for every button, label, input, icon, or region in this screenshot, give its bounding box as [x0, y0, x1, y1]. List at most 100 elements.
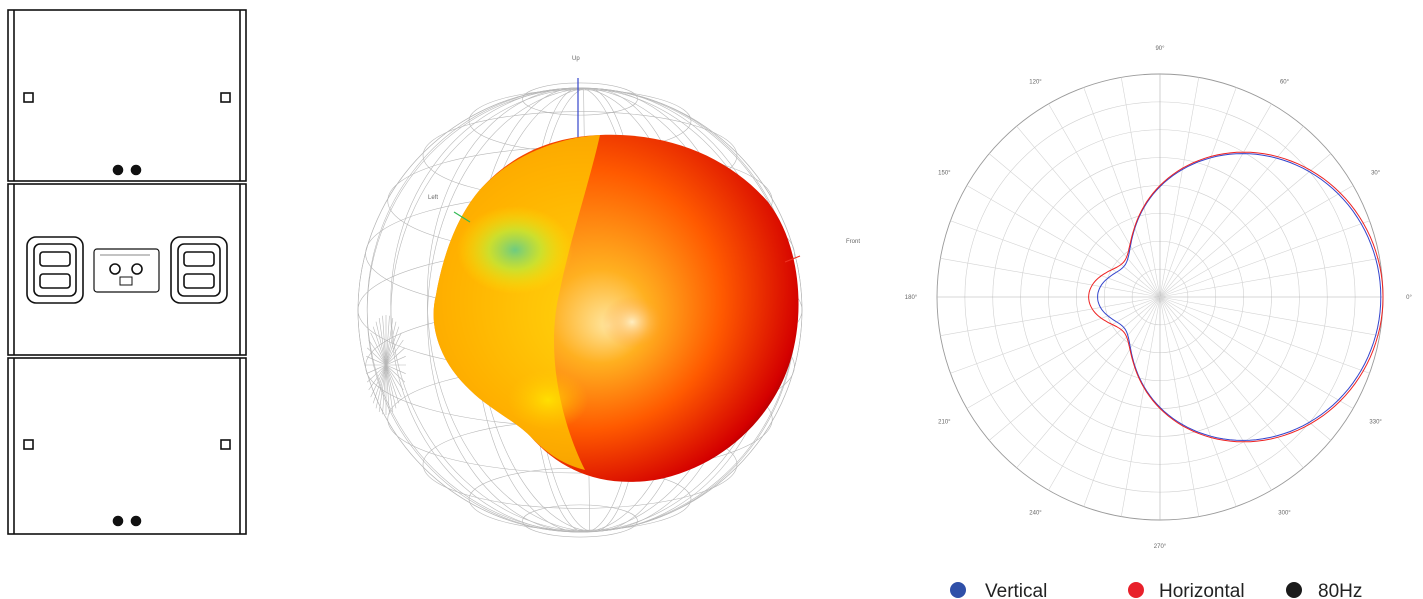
- sphere-pole-line: [367, 347, 387, 366]
- sphere-pole-line: [385, 364, 400, 404]
- polar-angle-label: 150°: [938, 171, 951, 177]
- legend-label-frequency: 80Hz: [1318, 581, 1362, 599]
- sphere-pole-line: [368, 339, 387, 366]
- polar-grid-spoke: [1159, 125, 1304, 298]
- polar-series: [1088, 151, 1384, 443]
- sphere-pole-line: [368, 364, 387, 391]
- speaker-cabinet-middle: [7, 183, 247, 356]
- polar-angle-label: 30°: [1371, 171, 1381, 177]
- sphere-pole-line: [385, 315, 390, 366]
- sphere-pole-line: [366, 356, 387, 366]
- polar-grid: [936, 73, 1384, 521]
- sphere-pole-line: [385, 364, 404, 391]
- polar-grid-spoke: [1159, 296, 1332, 441]
- sphere-pole-line: [366, 364, 387, 374]
- sphere-pole-line: [372, 326, 387, 366]
- balloon-plot: Up Left Front: [357, 56, 860, 538]
- sphere-pole-line: [382, 364, 387, 415]
- polar-grid-spoke: [966, 185, 1161, 298]
- polar-grid-spoke: [950, 296, 1161, 374]
- polar-grid-spoke: [966, 296, 1161, 409]
- sphere-pole-line: [378, 317, 387, 366]
- speaker-cabinet-top: [7, 9, 247, 182]
- polar-grid-spoke: [1159, 296, 1354, 409]
- front-axis: [784, 255, 801, 263]
- polar-grid-spoke: [1083, 296, 1161, 507]
- legend-label-vertical: Vertical: [985, 581, 1047, 599]
- legend-item-horizontal: Horizontal: [1128, 581, 1245, 599]
- sphere-pole-line: [372, 364, 387, 404]
- polar-grid-spoke: [1016, 296, 1161, 469]
- sphere-pole-line: [375, 321, 387, 366]
- polar-angle-label: 90°: [1155, 46, 1165, 52]
- polar-angle-label: 210°: [938, 420, 951, 426]
- sphere-pole-line: [370, 332, 387, 366]
- polar-grid-spoke: [1159, 257, 1380, 298]
- polar-grid-spoke: [1120, 296, 1161, 517]
- legend-marker-horizontal: [1128, 582, 1144, 598]
- polar-grid-spoke: [988, 296, 1161, 441]
- polar-grid-spoke: [1048, 103, 1161, 298]
- speaker-cabinet-bottom: [7, 357, 247, 535]
- polar-series-vertical: [1097, 153, 1382, 441]
- sphere-pole-line: [385, 364, 394, 413]
- polar-angle-label: 270°: [1154, 544, 1167, 550]
- sphere-pole-line: [385, 317, 394, 366]
- legend: Vertical Horizontal 80Hz: [950, 581, 1362, 599]
- sphere-pole-line: [385, 347, 405, 366]
- sphere-pole-line: [385, 364, 402, 398]
- sphere-pole-line: [385, 321, 397, 366]
- legend-marker-vertical: [950, 582, 966, 598]
- sphere-pole-line: [370, 364, 387, 398]
- legend-label-horizontal: Horizontal: [1159, 581, 1245, 599]
- polar-angle-label: 60°: [1280, 79, 1290, 85]
- sphere-pole-line: [382, 315, 387, 366]
- sphere-pole-line: [367, 364, 387, 383]
- legend-item-frequency: 80Hz: [1286, 581, 1362, 599]
- polar-grid-spoke: [1159, 87, 1237, 298]
- sphere-pole-line: [385, 364, 405, 383]
- left-axis: [453, 211, 471, 223]
- sphere-pole-line: [385, 364, 406, 374]
- polar-grid-spoke: [1159, 185, 1354, 298]
- polar-grid-spoke: [1159, 296, 1370, 374]
- sphere-pole-line: [385, 332, 402, 366]
- up-axis-label: Up: [572, 56, 580, 62]
- front-axis-label: Front: [846, 239, 860, 245]
- polar-angle-label: 300°: [1278, 511, 1291, 517]
- sphere-pole-line: [385, 339, 404, 366]
- polar-grid-spoke: [988, 153, 1161, 298]
- polar-grid-spoke: [1159, 296, 1380, 337]
- polar-grid-spoke: [1159, 153, 1332, 298]
- left-axis-label: Left: [428, 195, 438, 201]
- polar-angle-label: 0°: [1406, 295, 1412, 301]
- polar-grid-spoke: [1083, 87, 1161, 298]
- polar-angle-label: 120°: [1029, 79, 1042, 85]
- sphere-pole-line: [385, 364, 397, 409]
- polar-grid-spoke: [1159, 296, 1272, 491]
- polar-grid-spoke: [1159, 296, 1200, 517]
- polar-angle-label: 240°: [1029, 511, 1042, 517]
- polar-grid-spoke: [1159, 296, 1304, 469]
- polar-angle-label: 330°: [1369, 420, 1382, 426]
- polar-series-horizontal: [1088, 151, 1384, 443]
- legend-item-vertical: Vertical: [950, 581, 1047, 599]
- polar-grid-spoke: [940, 296, 1161, 337]
- speaker-stack-drawing: [7, 9, 247, 535]
- legend-marker-frequency: [1286, 582, 1302, 598]
- sphere-latitude: [522, 504, 638, 538]
- sphere-pole-line: [385, 356, 406, 366]
- polar-grid-spoke: [950, 220, 1161, 298]
- polar-grid-spoke: [940, 257, 1161, 298]
- sphere-pole-line: [378, 364, 387, 413]
- polar-grid-spoke: [1159, 296, 1237, 507]
- sphere-pole-line: [375, 364, 387, 409]
- polar-angle-labels: 0° 30° 60° 90° 120° 150° 180° 210° 240° 270° 300° 3…: [905, 46, 1413, 550]
- polar-grid-spoke: [1159, 77, 1200, 298]
- polar-grid-spoke: [1159, 220, 1370, 298]
- polar-grid-spoke: [1159, 103, 1272, 298]
- polar-angle-label: 180°: [905, 295, 918, 301]
- sphere-pole-line: [385, 364, 390, 415]
- polar-grid-spoke: [1048, 296, 1161, 491]
